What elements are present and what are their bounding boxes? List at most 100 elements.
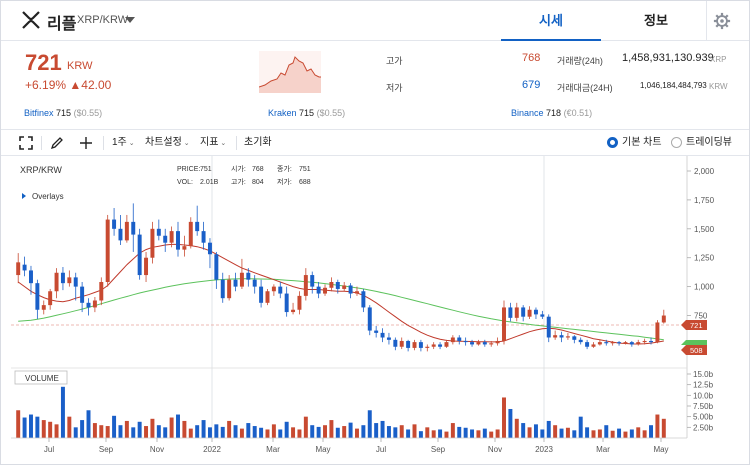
tradingview-radio[interactable] xyxy=(671,137,682,148)
volume-bar xyxy=(399,425,404,438)
tab-info[interactable]: 정보 xyxy=(644,13,668,28)
basic-chart-radio[interactable] xyxy=(607,137,618,148)
candle-body xyxy=(367,307,372,331)
volume-bar xyxy=(578,416,583,438)
chevron-down-icon[interactable] xyxy=(125,17,135,23)
candle-body xyxy=(636,342,641,345)
volume-bar xyxy=(169,417,174,438)
candle-body xyxy=(438,344,443,347)
volume-bar xyxy=(214,424,219,438)
candle-body xyxy=(227,279,232,299)
candle-body xyxy=(105,219,110,282)
candle-body xyxy=(553,335,558,338)
candle-body xyxy=(489,343,494,345)
info-low: 688 xyxy=(299,179,311,186)
overlays-label[interactable]: Overlays xyxy=(32,192,64,201)
candle-body xyxy=(92,300,97,308)
volume-bar xyxy=(284,421,289,438)
candle-body xyxy=(271,286,276,292)
volume-bar xyxy=(252,426,257,438)
high-label: 고가 xyxy=(386,56,403,66)
volume-bar xyxy=(220,426,225,438)
candle-body xyxy=(457,337,462,341)
ma-price-badge-text: 508 xyxy=(690,346,703,355)
volume-bar xyxy=(48,421,53,438)
vol-tick-label: 7.50b xyxy=(693,402,714,411)
candle-body xyxy=(67,277,72,284)
volume-bar xyxy=(150,418,155,438)
vol-tick-label: 2.50b xyxy=(693,423,714,432)
candle-body xyxy=(521,307,526,317)
volume-bar xyxy=(642,430,647,438)
info-high-label: 고가: xyxy=(231,177,246,186)
candle-body xyxy=(182,246,187,250)
exchange-kraken[interactable]: Kraken 715 ($0.55) xyxy=(268,108,346,118)
candle-body xyxy=(246,272,251,280)
candle-body xyxy=(144,257,149,276)
volume-bar xyxy=(393,427,398,438)
volume-bar xyxy=(73,427,78,438)
exchange-bitfinex[interactable]: Bitfinex 715 ($0.55) xyxy=(24,108,103,118)
candle-body xyxy=(207,242,212,255)
candle-body xyxy=(60,272,65,284)
volume-bar xyxy=(655,414,660,438)
crosshair-icon[interactable] xyxy=(79,136,93,150)
candle-body xyxy=(284,293,289,313)
candle-body xyxy=(482,342,487,345)
overlays-toggle-icon[interactable] xyxy=(22,193,26,199)
candle-body xyxy=(380,332,385,338)
pencil-icon[interactable] xyxy=(50,136,64,150)
info-price: 751 xyxy=(200,166,212,173)
tradingview-label[interactable]: 트레이딩뷰 xyxy=(686,137,732,148)
basic-chart-label[interactable]: 기본 차트 xyxy=(622,137,662,148)
candle-body xyxy=(431,344,436,347)
candle-body xyxy=(195,221,200,232)
candle-body xyxy=(393,339,398,347)
info-price-label: PRICE: xyxy=(177,166,200,173)
volume-bar xyxy=(406,429,411,438)
volume-bar xyxy=(521,423,526,438)
indicators-dropdown[interactable]: 지표 ⌄ xyxy=(200,137,227,148)
candle-body xyxy=(22,264,27,271)
chart-symbol: XRP/KRW xyxy=(20,165,62,175)
candle-body xyxy=(131,221,136,235)
candle-body xyxy=(278,286,283,294)
vol-tick-label: 12.5b xyxy=(693,381,714,390)
last-price-badge-text: 721 xyxy=(690,321,703,330)
volume-bar xyxy=(553,425,558,438)
candle-body xyxy=(399,340,404,347)
volume-bar xyxy=(342,426,347,438)
volume-bar xyxy=(335,427,340,438)
reset-button[interactable]: 초기화 xyxy=(244,137,272,148)
fullscreen-icon[interactable] xyxy=(19,136,33,150)
candle-body xyxy=(585,342,590,347)
low-label: 저가 xyxy=(386,83,403,93)
gear-icon[interactable] xyxy=(713,12,731,30)
candle-body xyxy=(329,282,334,288)
long-moving-average xyxy=(18,278,664,341)
volume-bar xyxy=(156,425,161,438)
candle-body xyxy=(578,339,583,343)
candle-body xyxy=(470,342,475,345)
header-bar: 리플 XRP/KRW 시세 정보 xyxy=(1,1,749,41)
volume-bar xyxy=(195,425,200,438)
high-value: 768 xyxy=(522,52,541,64)
x-tick-label: Mar xyxy=(266,445,280,454)
volume-bar xyxy=(105,426,110,438)
chart-settings-dropdown[interactable]: 차트설정 ⌄ xyxy=(145,137,190,148)
candle-body xyxy=(201,231,206,243)
tab-market[interactable]: 시세 xyxy=(501,1,601,41)
volume-bar xyxy=(489,431,494,438)
interval-dropdown[interactable]: 1주 ⌄ xyxy=(112,137,135,148)
candle-body xyxy=(412,342,417,348)
volume-bar xyxy=(514,418,519,438)
volume-bar xyxy=(303,416,308,438)
exchange-binance[interactable]: Binance 718 (€0.51) xyxy=(511,108,593,118)
candle-body xyxy=(112,219,117,229)
y-tick-label: 1,000 xyxy=(694,283,715,292)
volume-bar xyxy=(67,416,72,438)
volume-bar xyxy=(604,425,609,438)
candle-body xyxy=(163,235,168,243)
volume-bar xyxy=(482,428,487,438)
